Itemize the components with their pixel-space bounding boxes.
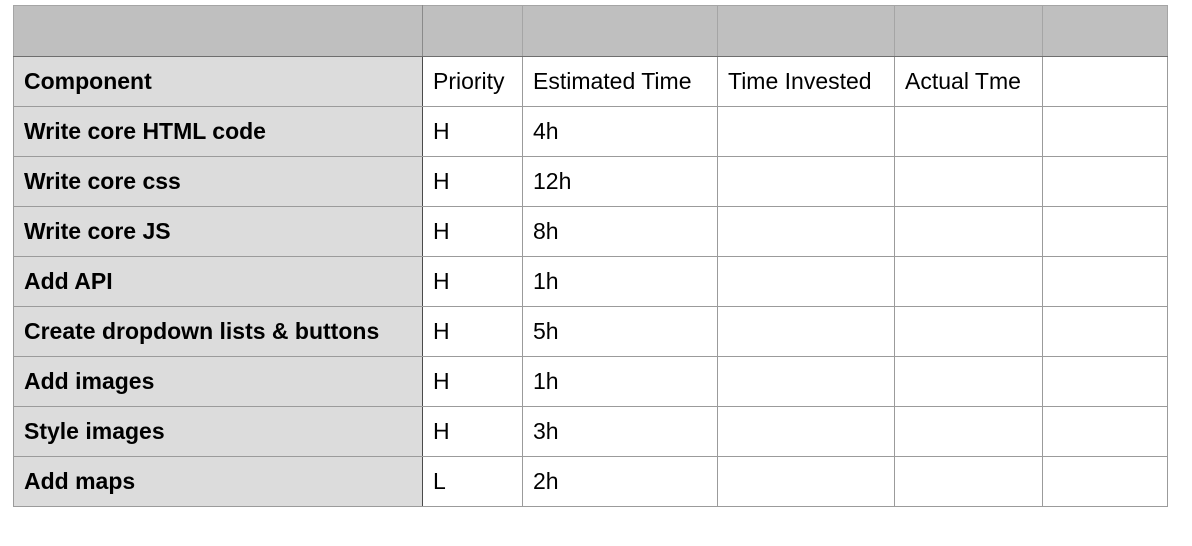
planning-table: Component Priority Estimated Time Time I… bbox=[13, 5, 1168, 507]
column-header-time-invested[interactable]: Time Invested bbox=[717, 56, 895, 107]
time-invested-cell[interactable] bbox=[717, 206, 895, 257]
extra-cell[interactable] bbox=[1042, 156, 1168, 207]
actual-time-cell[interactable] bbox=[894, 106, 1043, 157]
priority-cell[interactable]: L bbox=[422, 456, 523, 507]
actual-time-cell[interactable] bbox=[894, 456, 1043, 507]
column-header-component[interactable]: Component bbox=[13, 56, 423, 107]
estimated-time-cell[interactable]: 3h bbox=[522, 406, 718, 457]
estimated-time-cell[interactable]: 12h bbox=[522, 156, 718, 207]
component-cell[interactable]: Add maps bbox=[13, 456, 423, 507]
priority-cell[interactable]: H bbox=[422, 256, 523, 307]
actual-time-cell[interactable] bbox=[894, 156, 1043, 207]
estimated-time-cell[interactable]: 8h bbox=[522, 206, 718, 257]
column-header-priority[interactable]: Priority bbox=[422, 56, 523, 107]
band-cell[interactable] bbox=[13, 5, 423, 57]
actual-time-cell[interactable] bbox=[894, 406, 1043, 457]
estimated-time-cell[interactable]: 2h bbox=[522, 456, 718, 507]
component-cell[interactable]: Write core HTML code bbox=[13, 106, 423, 157]
priority-cell[interactable]: H bbox=[422, 406, 523, 457]
component-cell[interactable]: Add images bbox=[13, 356, 423, 407]
table-row: Style images H 3h bbox=[13, 406, 1168, 457]
time-invested-cell[interactable] bbox=[717, 156, 895, 207]
estimated-time-cell[interactable]: 1h bbox=[522, 256, 718, 307]
component-cell[interactable]: Add API bbox=[13, 256, 423, 307]
priority-cell[interactable]: H bbox=[422, 356, 523, 407]
extra-cell[interactable] bbox=[1042, 106, 1168, 157]
extra-cell[interactable] bbox=[1042, 306, 1168, 357]
component-cell[interactable]: Write core JS bbox=[13, 206, 423, 257]
band-cell[interactable] bbox=[717, 5, 895, 57]
actual-time-cell[interactable] bbox=[894, 256, 1043, 307]
time-invested-cell[interactable] bbox=[717, 256, 895, 307]
table-row: Add maps L 2h bbox=[13, 456, 1168, 507]
time-invested-cell[interactable] bbox=[717, 456, 895, 507]
priority-cell[interactable]: H bbox=[422, 306, 523, 357]
estimated-time-cell[interactable]: 1h bbox=[522, 356, 718, 407]
table-row: Write core JS H 8h bbox=[13, 206, 1168, 257]
actual-time-cell[interactable] bbox=[894, 306, 1043, 357]
component-cell[interactable]: Create dropdown lists & buttons bbox=[13, 306, 423, 357]
time-invested-cell[interactable] bbox=[717, 356, 895, 407]
band-cell[interactable] bbox=[422, 5, 523, 57]
extra-cell[interactable] bbox=[1042, 256, 1168, 307]
table-row: Add images H 1h bbox=[13, 356, 1168, 407]
table-row: Write core HTML code H 4h bbox=[13, 106, 1168, 157]
column-header-actual-time[interactable]: Actual Tme bbox=[894, 56, 1043, 107]
time-invested-cell[interactable] bbox=[717, 306, 895, 357]
column-header-estimated-time[interactable]: Estimated Time bbox=[522, 56, 718, 107]
actual-time-cell[interactable] bbox=[894, 356, 1043, 407]
estimated-time-cell[interactable]: 5h bbox=[522, 306, 718, 357]
priority-cell[interactable]: H bbox=[422, 106, 523, 157]
table-row: Add API H 1h bbox=[13, 256, 1168, 307]
actual-time-cell[interactable] bbox=[894, 206, 1043, 257]
band-cell[interactable] bbox=[1042, 5, 1168, 57]
table-row: Create dropdown lists & buttons H 5h bbox=[13, 306, 1168, 357]
estimated-time-cell[interactable]: 4h bbox=[522, 106, 718, 157]
extra-cell[interactable] bbox=[1042, 356, 1168, 407]
component-cell[interactable]: Write core css bbox=[13, 156, 423, 207]
column-header-empty[interactable] bbox=[1042, 56, 1168, 107]
band-cell[interactable] bbox=[894, 5, 1043, 57]
extra-cell[interactable] bbox=[1042, 406, 1168, 457]
time-invested-cell[interactable] bbox=[717, 406, 895, 457]
priority-cell[interactable]: H bbox=[422, 156, 523, 207]
extra-cell[interactable] bbox=[1042, 206, 1168, 257]
band-cell[interactable] bbox=[522, 5, 718, 57]
priority-cell[interactable]: H bbox=[422, 206, 523, 257]
table-row: Write core css H 12h bbox=[13, 156, 1168, 207]
column-header-row: Component Priority Estimated Time Time I… bbox=[13, 56, 1168, 107]
time-invested-cell[interactable] bbox=[717, 106, 895, 157]
extra-cell[interactable] bbox=[1042, 456, 1168, 507]
header-band-row bbox=[13, 5, 1168, 57]
component-cell[interactable]: Style images bbox=[13, 406, 423, 457]
